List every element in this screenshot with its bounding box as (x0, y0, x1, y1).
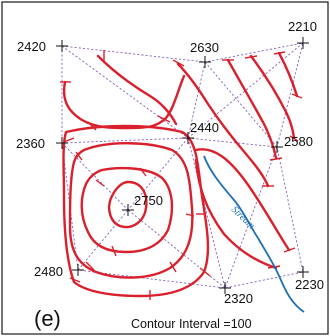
survey-point-markers (56, 37, 309, 294)
elevation-label: 2480 (34, 264, 63, 279)
tri-edge (204, 61, 278, 148)
contour-line (176, 62, 270, 188)
contour-line (226, 58, 278, 160)
contour-tick (291, 93, 303, 99)
contour-tick (157, 115, 171, 123)
survey-point-marker (297, 37, 309, 49)
contour-line (62, 74, 186, 130)
survey-point-marker (297, 266, 309, 278)
contour-tick (289, 135, 299, 142)
contour-tick (172, 59, 185, 67)
tri-edge (61, 142, 129, 211)
contour-ticks (60, 50, 303, 300)
survey-point-marker (219, 282, 231, 294)
elevation-label: 2420 (17, 39, 46, 54)
contour-tick (111, 245, 117, 257)
survey-point-marker (182, 132, 194, 144)
elevation-label: 2630 (190, 40, 219, 55)
contour-interval-label: Contour Interval =100 (131, 317, 252, 331)
contour-tick (185, 213, 195, 217)
contour-tick (244, 55, 258, 59)
contour-tick (283, 247, 296, 253)
survey-point-marker (72, 264, 84, 276)
contour-tick (85, 261, 95, 271)
survey-point-marker (56, 137, 68, 149)
contour-tick (95, 179, 105, 187)
elevation-label: 2750 (134, 193, 163, 208)
contour-line (249, 54, 296, 140)
stream-line (203, 155, 305, 313)
panel-label: (e) (34, 306, 61, 331)
contour-tick (75, 151, 83, 161)
elevation-labels: 2420 2630 2210 2360 2440 2580 2750 2480 … (16, 19, 324, 306)
contour-tick (63, 137, 75, 143)
survey-point-marker (199, 56, 211, 68)
contour-line (68, 142, 194, 279)
elevation-label: 2210 (288, 19, 317, 34)
contour-tick (69, 277, 81, 283)
tri-edge (61, 137, 189, 144)
tri-edge (187, 61, 206, 139)
contour-line (277, 51, 299, 98)
elevation-label: 2580 (284, 134, 313, 149)
elevation-label: 2440 (190, 120, 219, 135)
contour-lines (62, 51, 299, 298)
contour-line (80, 166, 174, 254)
tri-edge (61, 45, 189, 139)
contour-tick (199, 267, 211, 277)
contour-line (62, 124, 210, 298)
elevation-label: 2360 (16, 136, 45, 151)
contour-line (194, 148, 291, 252)
contour-tick (269, 157, 283, 161)
contour-tick (87, 121, 97, 131)
tri-edge (77, 209, 129, 271)
contour-tick (139, 167, 147, 177)
elevation-label: 2230 (295, 277, 324, 292)
survey-point-marker (271, 141, 283, 153)
survey-point-marker (56, 40, 68, 52)
contour-tick (273, 51, 286, 55)
elevation-label: 2320 (224, 291, 253, 306)
contour-line (96, 54, 178, 126)
contour-line (108, 180, 148, 229)
contour-tick (169, 261, 177, 273)
tri-edge (187, 137, 226, 289)
survey-point-marker (122, 204, 134, 216)
